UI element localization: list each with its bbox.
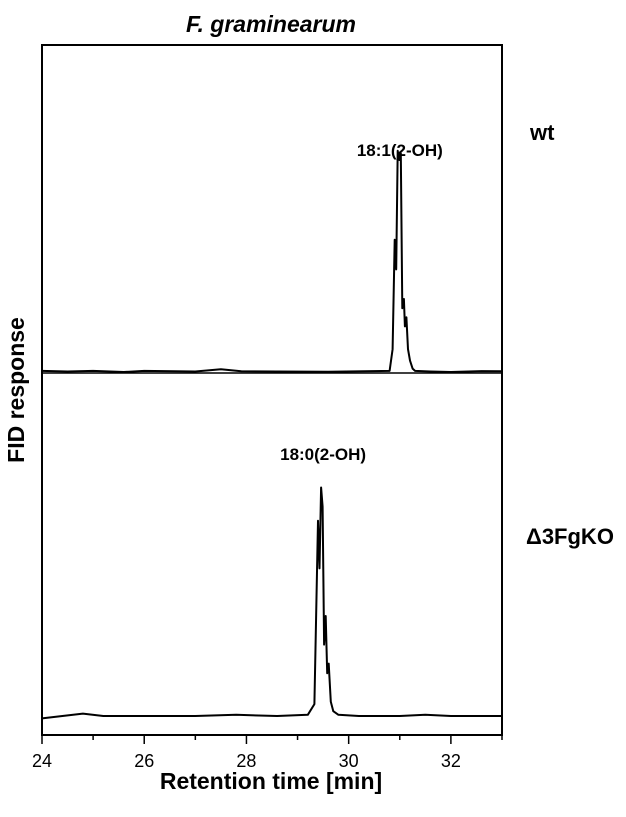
wt-trace-line	[41, 149, 503, 373]
x-tick-label: 32	[441, 751, 461, 771]
x-tick-label: 24	[32, 751, 52, 771]
x-tick-label: 30	[339, 751, 359, 771]
y-axis-label: FID response	[3, 317, 29, 463]
chart-title: F. graminearum	[186, 11, 356, 37]
ko-trace-line	[41, 486, 502, 720]
x-tick-label: 26	[134, 751, 154, 771]
plot-frame	[41, 44, 503, 736]
wt-peak-label: 18:1(2-OH)	[357, 141, 443, 160]
wt-trace-label: wt	[529, 120, 555, 145]
x-tick-label: 28	[236, 751, 256, 771]
ko-trace-label: Δ3FgKO	[526, 524, 614, 549]
x-axis-label: Retention time [min]	[160, 768, 382, 794]
ko-peak-label: 18:0(2-OH)	[280, 445, 366, 464]
